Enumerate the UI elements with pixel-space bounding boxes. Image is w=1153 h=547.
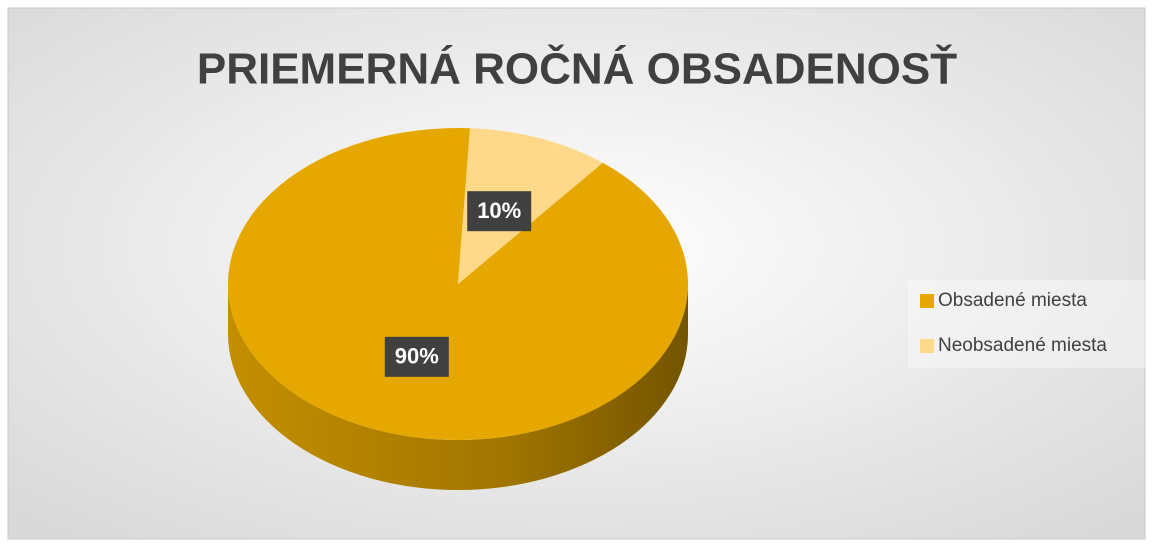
pie: 90% 10% [227, 128, 688, 490]
legend [908, 280, 1146, 368]
slice [227, 128, 688, 441]
label-box [384, 336, 449, 377]
data-label: 90% [395, 344, 439, 369]
label-box [467, 191, 532, 232]
data-label: 10% [477, 198, 521, 223]
slice-side-shade [228, 284, 688, 490]
legend-label: Neobsadené miesta [938, 335, 1107, 356]
legend-swatch [920, 339, 934, 353]
legend-swatch [920, 294, 934, 308]
legend-label: Obsadené miesta [938, 290, 1087, 311]
chart-title: PRIEMERNÁ ROČNÁ OBSADENOSŤ [197, 43, 957, 94]
